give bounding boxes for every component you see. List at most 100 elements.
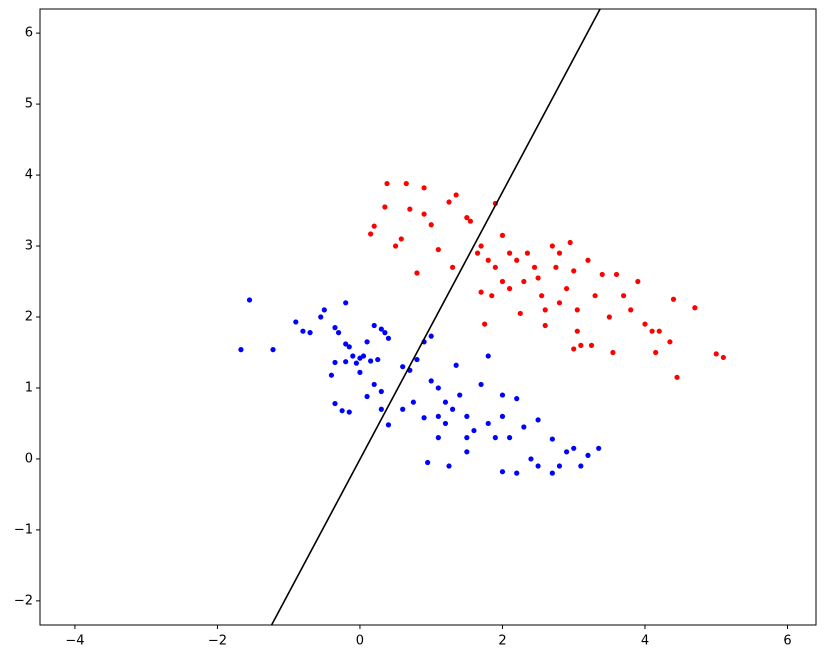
point — [343, 341, 349, 347]
point — [464, 413, 470, 419]
point — [549, 436, 555, 442]
y-tick-label: −2 — [14, 593, 33, 608]
point — [371, 322, 377, 329]
point — [563, 286, 570, 292]
point — [270, 347, 276, 353]
point — [578, 342, 584, 348]
point — [467, 218, 473, 224]
point — [449, 264, 456, 270]
point — [246, 297, 253, 303]
point — [524, 250, 531, 256]
point — [656, 328, 662, 334]
y-tick-label: −1 — [14, 522, 33, 537]
point — [410, 399, 416, 405]
point — [346, 409, 352, 415]
x-tick-label: 6 — [783, 634, 791, 649]
point — [293, 319, 299, 325]
point — [539, 293, 545, 299]
point — [435, 246, 441, 253]
point — [571, 268, 577, 274]
point — [506, 435, 513, 441]
point — [428, 333, 434, 339]
point — [485, 353, 491, 359]
point — [300, 328, 306, 334]
point — [403, 180, 409, 187]
point — [653, 349, 659, 356]
point — [596, 445, 602, 451]
point — [343, 359, 349, 365]
point — [478, 289, 484, 295]
point — [392, 243, 399, 249]
point — [353, 360, 359, 366]
point — [517, 310, 523, 317]
point — [556, 250, 563, 256]
point — [414, 270, 420, 276]
point — [335, 330, 342, 336]
x-tick-label: 2 — [498, 634, 506, 649]
point — [674, 374, 680, 380]
point — [563, 449, 570, 455]
point — [364, 393, 370, 400]
y-tick-label: 3 — [25, 239, 33, 254]
x-tick-label: −4 — [65, 634, 84, 649]
point — [610, 349, 616, 356]
point — [571, 346, 577, 352]
point — [442, 420, 449, 427]
point — [692, 305, 698, 311]
point — [421, 415, 427, 421]
x-tick-label: −2 — [208, 634, 227, 649]
point — [478, 381, 484, 388]
point — [499, 392, 506, 398]
point — [428, 222, 434, 228]
y-tick-label: 2 — [25, 310, 33, 325]
point — [553, 264, 559, 270]
point — [368, 358, 374, 364]
point — [474, 250, 481, 256]
point — [574, 328, 580, 334]
x-tick-label: 4 — [641, 634, 649, 649]
point — [514, 470, 520, 476]
point — [499, 232, 506, 238]
point — [542, 307, 548, 313]
line — [270, 9, 601, 625]
y-tick-label: 6 — [25, 26, 33, 41]
point — [457, 392, 463, 398]
point — [332, 359, 338, 366]
y-tick-label: 0 — [25, 451, 33, 466]
point — [350, 353, 356, 359]
point — [471, 427, 477, 434]
point — [599, 271, 605, 278]
point — [378, 406, 384, 412]
point — [713, 351, 719, 357]
point — [343, 300, 349, 306]
point — [398, 236, 404, 242]
point — [542, 322, 548, 329]
point — [360, 353, 367, 359]
point — [585, 257, 591, 263]
point — [425, 459, 431, 466]
point — [578, 463, 584, 469]
point — [435, 413, 441, 419]
point — [485, 420, 491, 427]
point — [378, 388, 384, 395]
point — [531, 264, 538, 270]
point — [414, 356, 420, 363]
point — [464, 435, 470, 441]
point — [368, 231, 374, 237]
point — [588, 342, 595, 348]
y-tick-label: 5 — [25, 97, 33, 112]
point — [549, 470, 555, 476]
point — [521, 424, 527, 430]
point — [332, 400, 338, 407]
point — [720, 354, 726, 361]
point — [592, 293, 598, 299]
point — [421, 211, 427, 217]
point — [400, 406, 406, 412]
point — [635, 278, 641, 285]
y-tick-label: 4 — [25, 168, 33, 183]
point — [506, 286, 513, 292]
point — [606, 314, 612, 320]
point — [442, 399, 449, 405]
point — [535, 463, 541, 469]
